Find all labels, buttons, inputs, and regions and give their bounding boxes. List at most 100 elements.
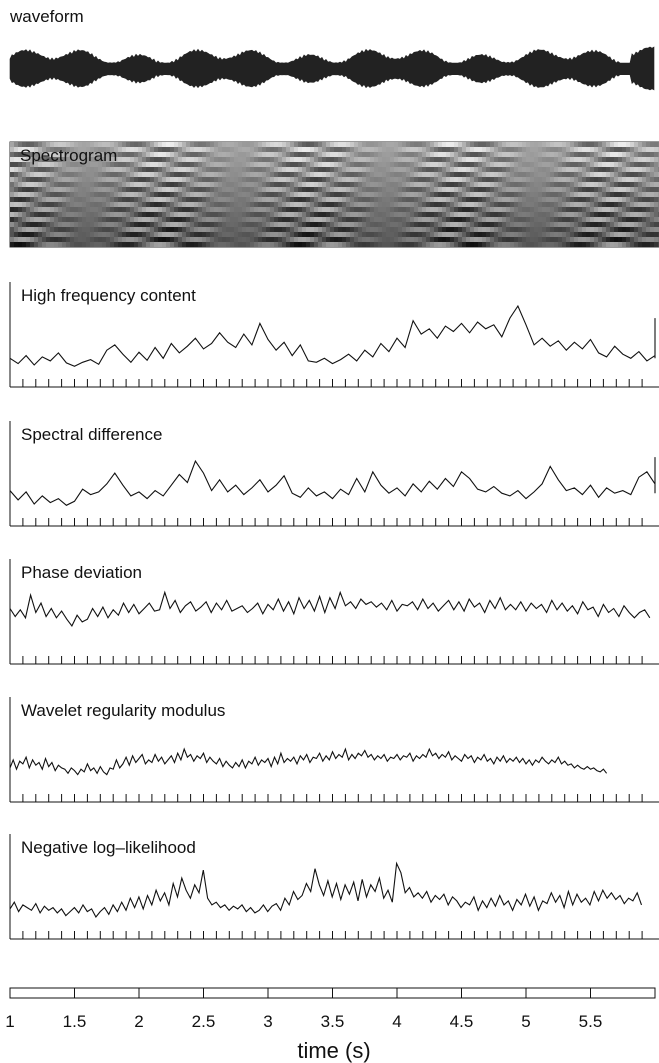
spectrogram-cell (214, 197, 218, 202)
spectrogram-cell (330, 152, 334, 157)
spectrogram-cell (294, 222, 298, 227)
spectrogram-cell (210, 162, 214, 167)
spectrogram-cell (518, 187, 522, 192)
spectrogram-cell (338, 232, 342, 237)
spectrogram-cell (594, 197, 598, 202)
spectrogram-cell (86, 202, 90, 207)
spectrogram-cell (538, 242, 542, 247)
spectrogram-cell (370, 177, 374, 182)
spectrogram-cell (314, 202, 318, 207)
spectrogram-cell (278, 192, 282, 197)
spectrogram-cell (426, 152, 430, 157)
spectrogram-cell (422, 142, 426, 147)
spectrogram-cell (50, 187, 54, 192)
spectrogram-cell (78, 182, 82, 187)
spectrogram-cell (374, 167, 378, 172)
spectrogram-cell (22, 187, 26, 192)
spectrogram-cell (34, 147, 38, 152)
spectrogram-cell (494, 192, 498, 197)
spectrogram-cell (302, 172, 306, 177)
spectrogram-cell (370, 142, 374, 147)
spectrogram-cell (66, 177, 70, 182)
spectrogram-cell (626, 147, 630, 152)
spectrogram-cell (42, 157, 46, 162)
spectrogram-cell (606, 152, 610, 157)
waveform-trace (9, 46, 655, 91)
spectrogram-cell (230, 227, 234, 232)
spectrogram-cell (598, 172, 602, 177)
spectrogram-cell (186, 157, 190, 162)
spectrogram-cell (570, 202, 574, 207)
spectrogram-cell (382, 152, 386, 157)
spectrogram-cell (442, 142, 446, 147)
spectrogram-cell (474, 157, 478, 162)
spectrogram-cell (70, 182, 74, 187)
spectrogram-cell (102, 227, 106, 232)
spectrogram-cell (146, 142, 150, 147)
spectrogram-cell (218, 192, 222, 197)
spectrogram-cell (182, 177, 186, 182)
spectrogram-cell (166, 177, 170, 182)
spectrogram-cell (278, 187, 282, 192)
spectrogram-cell (378, 182, 382, 187)
spectrogram-cell (490, 207, 494, 212)
spectrogram-cell (578, 237, 582, 242)
spectrogram-cell (142, 237, 146, 242)
spectrogram-cell (26, 177, 30, 182)
spectrogram-cell (18, 192, 22, 197)
spectrogram-cell (338, 162, 342, 167)
spectrogram-cell (570, 172, 574, 177)
spectrogram-cell (210, 187, 214, 192)
spectrogram-cell (266, 142, 270, 147)
spectrogram-cell (530, 152, 534, 157)
x-tick-label: 5.5 (579, 1012, 603, 1031)
spectrogram-cell (182, 147, 186, 152)
spectrogram-cell (174, 237, 178, 242)
spectrogram-cell (526, 227, 530, 232)
spectrogram-cell (374, 237, 378, 242)
spectrogram-cell (46, 237, 50, 242)
spectrogram-cell (358, 162, 362, 167)
spectrogram-cell (42, 142, 46, 147)
spectrogram-cell (570, 162, 574, 167)
spectrogram-cell (558, 177, 562, 182)
spectrogram-cell (290, 217, 294, 222)
spectrogram-cell (234, 217, 238, 222)
x-tick-label: 2 (134, 1012, 143, 1031)
spectrogram-cell (334, 152, 338, 157)
spectrogram-cell (122, 152, 126, 157)
spectrogram-cell (50, 197, 54, 202)
spectrogram-cell (158, 232, 162, 237)
spectrogram-cell (354, 207, 358, 212)
spectrogram-cell (122, 227, 126, 232)
spectrogram-cell (130, 212, 134, 217)
spectrogram-cell (634, 182, 638, 187)
spectrogram-cell (182, 207, 186, 212)
spectrogram-cell (70, 187, 74, 192)
spectrogram-cell (470, 197, 474, 202)
spectrogram-cell (50, 177, 54, 182)
spectrogram-cell (286, 157, 290, 162)
spectrogram-cell (534, 162, 538, 167)
spectrogram-cell (394, 152, 398, 157)
spectrogram-cell (286, 207, 290, 212)
spectrogram-cell (10, 172, 14, 177)
spectrogram-cell (598, 242, 602, 247)
spectrogram-cell (14, 222, 18, 227)
spectrogram-cell (330, 197, 334, 202)
spectrogram-cell (554, 162, 558, 167)
spectrogram-cell (114, 172, 118, 177)
spectrogram-cell (150, 217, 154, 222)
spectrogram-cell (586, 167, 590, 172)
spectrogram-cell (234, 157, 238, 162)
spectrogram-cell (218, 162, 222, 167)
spectrogram-cell (550, 162, 554, 167)
spectrogram-cell (206, 202, 210, 207)
spectrogram-cell (402, 227, 406, 232)
spectrogram-cell (338, 177, 342, 182)
spectrogram-cell (434, 167, 438, 172)
spectrogram-cell (274, 192, 278, 197)
spectrogram-cell (290, 152, 294, 157)
spectrogram-cell (358, 157, 362, 162)
spectrogram-cell (510, 197, 514, 202)
